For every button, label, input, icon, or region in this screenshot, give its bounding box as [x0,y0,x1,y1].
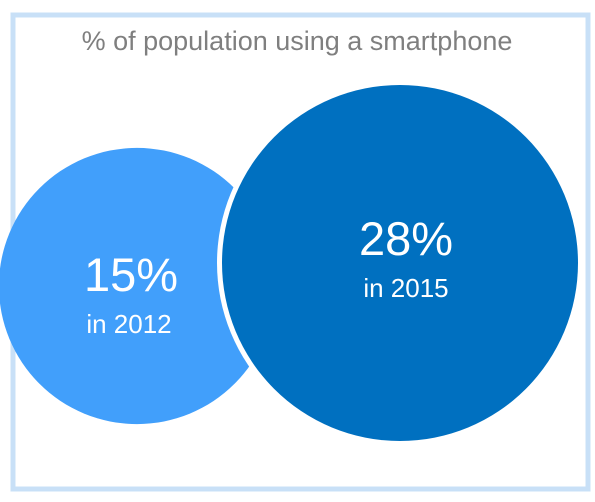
bubble-2015-year-label: in 2015 [363,273,448,303]
bubble-2015-value-label: 28% [359,212,453,265]
chart-title: % of population using a smartphone [82,26,513,56]
bubble-2015 [222,85,578,441]
bubble-2012-value-label: 15% [84,248,178,301]
bubble-2012 [0,147,276,425]
bubble-2012-year-label: in 2012 [86,309,171,339]
